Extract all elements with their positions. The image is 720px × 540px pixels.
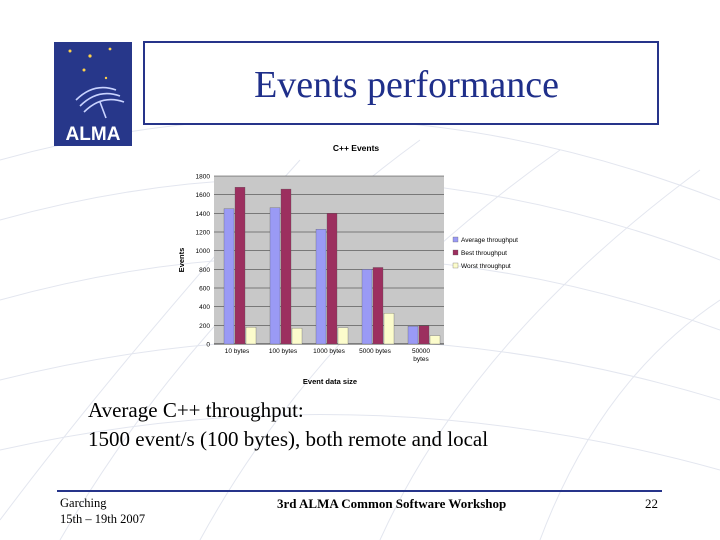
caption-line-1: Average C++ throughput: (88, 398, 304, 422)
x-tick-label: 1000 bytes (313, 348, 346, 355)
bar (418, 325, 430, 345)
bar (372, 267, 384, 345)
bar (269, 207, 281, 345)
y-tick-label: 1000 (196, 248, 211, 255)
x-tick-label: 5000 bytes (359, 348, 392, 355)
legend: Average throughput Best throughput Worst t… (452, 236, 518, 270)
bar (383, 313, 395, 345)
caption-line-2: 1500 event/s (100 bytes), both remote an… (88, 427, 489, 451)
bar (315, 229, 327, 345)
x-axis-label: Event data size (303, 377, 357, 386)
page-number: 22 (645, 496, 658, 511)
bar (326, 213, 338, 345)
bar (223, 208, 235, 345)
footer-event-name: 3rd ALMA Common Software Workshop (277, 496, 507, 511)
y-tick-label: 0 (206, 342, 210, 349)
caption: Average C++ throughput: 1500 event/s (10… (88, 396, 488, 454)
legend-label: Worst throughput (461, 263, 511, 270)
bar (245, 327, 257, 345)
footer-location: Garching (60, 496, 107, 510)
legend-label: Best throughput (461, 250, 507, 257)
logo-text: ALMA (66, 124, 121, 145)
y-axis-label: Events (177, 248, 186, 273)
title-box: Events performance (143, 41, 659, 125)
x-tick-labels: 10 bytes 100 bytes 1000 bytes 5000 bytes 500… (225, 348, 431, 363)
y-tick-label: 1800 (196, 174, 211, 181)
legend-swatch (452, 249, 459, 256)
y-tick-label: 600 (199, 286, 210, 293)
chart-container: C++ Events 0 200 400 600 800 1000 1200 1400 1600… (170, 136, 550, 388)
bar (280, 188, 292, 345)
bar (429, 335, 441, 345)
footer-divider (57, 490, 662, 492)
bar (361, 269, 373, 345)
y-tick-label: 400 (199, 304, 210, 311)
bar (291, 327, 303, 345)
legend-swatch (452, 262, 459, 269)
bar (337, 327, 349, 345)
bar (234, 187, 246, 345)
footer-location-date: Garching 15th – 19th 2007 (60, 495, 145, 527)
chart-title: C++ Events (333, 143, 380, 153)
y-tick-label: 1600 (196, 192, 211, 199)
slide-title: Events performance (254, 64, 559, 106)
y-tick-label: 800 (199, 267, 210, 274)
y-tick-label: 1400 (196, 211, 211, 218)
alma-logo: ALMA (54, 42, 132, 146)
footer-dates: 15th – 19th 2007 (60, 512, 146, 526)
star-icons (68, 47, 112, 80)
antenna-dish-icon (75, 86, 125, 119)
y-tick-labels: 0 200 400 600 800 1000 1200 1400 1600 1800 (196, 174, 211, 349)
bar (407, 326, 419, 345)
y-tick-label: 1200 (196, 230, 211, 237)
legend-label: Average throughput (461, 237, 518, 244)
x-tick-label: 10 bytes (225, 348, 250, 355)
bar-chart: C++ Events 0 200 400 600 800 1000 1200 1400 1600… (177, 143, 518, 386)
x-tick-label: bytes (413, 356, 429, 363)
x-tick-label: 50000 (412, 348, 430, 355)
y-tick-label: 200 (199, 323, 210, 330)
x-tick-label: 100 bytes (269, 348, 298, 355)
legend-swatch (452, 236, 459, 243)
bars (223, 187, 441, 345)
